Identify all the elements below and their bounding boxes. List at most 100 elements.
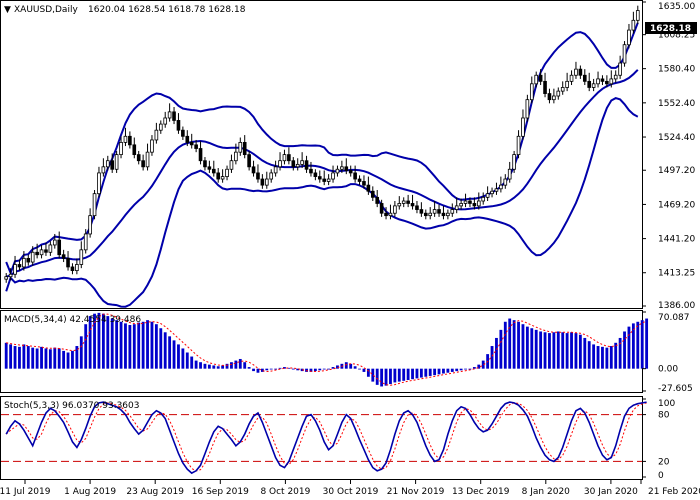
candle bbox=[512, 150, 516, 173]
macd-bar bbox=[393, 368, 397, 383]
macd-bar bbox=[128, 325, 132, 369]
candle bbox=[534, 71, 539, 88]
candle bbox=[596, 71, 600, 88]
candle bbox=[454, 197, 459, 214]
macd-bar bbox=[309, 368, 313, 372]
candle bbox=[569, 70, 574, 86]
macd-bar bbox=[499, 329, 503, 369]
macd-bar bbox=[495, 337, 498, 369]
candle bbox=[264, 171, 269, 189]
candle bbox=[242, 135, 247, 159]
macd-bar bbox=[592, 344, 596, 369]
price-tick-label: 1497.20 bbox=[658, 166, 695, 176]
candle bbox=[552, 88, 556, 104]
macd-bar bbox=[477, 364, 481, 369]
candle bbox=[92, 190, 97, 220]
macd-bar bbox=[22, 344, 26, 369]
candle bbox=[185, 130, 190, 147]
macd-bar bbox=[221, 365, 225, 369]
macd-bar bbox=[574, 333, 578, 369]
candle bbox=[251, 160, 256, 177]
macd-bar bbox=[433, 368, 437, 376]
candle bbox=[211, 160, 216, 177]
macd-bar bbox=[583, 337, 587, 369]
current-price-tag bbox=[645, 22, 697, 34]
candle bbox=[521, 109, 525, 140]
macd-bar bbox=[450, 368, 454, 372]
candle bbox=[203, 157, 207, 171]
date-tick-label: 8 Oct 2019 bbox=[260, 487, 310, 497]
macd-bar bbox=[71, 350, 74, 369]
price-tick-label: 1441.20 bbox=[658, 235, 695, 245]
macd-bar bbox=[291, 368, 295, 370]
candle bbox=[635, 5, 640, 24]
candle bbox=[176, 113, 181, 134]
macd-bar bbox=[97, 312, 101, 369]
candle bbox=[309, 161, 313, 177]
candle bbox=[198, 141, 203, 165]
macd-bar bbox=[623, 331, 626, 369]
date-tick-label: 11 Jul 2019 bbox=[0, 487, 51, 497]
candle bbox=[13, 255, 17, 278]
candle bbox=[560, 81, 565, 95]
date-tick-label: 1 Aug 2019 bbox=[64, 487, 116, 497]
macd-bar bbox=[636, 321, 640, 369]
stoch-main-line bbox=[5, 401, 647, 475]
macd-bar bbox=[313, 368, 317, 372]
date-tick-label: 21 Nov 2019 bbox=[387, 487, 445, 497]
candle bbox=[295, 158, 300, 171]
candle bbox=[340, 160, 344, 173]
macd-bar bbox=[66, 352, 70, 369]
candle bbox=[393, 201, 397, 217]
candle bbox=[331, 165, 335, 183]
candle bbox=[260, 174, 265, 189]
macd-bar bbox=[631, 323, 635, 369]
candle bbox=[220, 169, 225, 183]
macd-bar bbox=[53, 347, 57, 369]
candle bbox=[476, 192, 481, 210]
date-tick-label: 21 Feb 2020 bbox=[648, 487, 700, 497]
macd-bar bbox=[596, 346, 600, 369]
candle bbox=[313, 169, 318, 181]
macd-bar bbox=[508, 318, 512, 369]
macd-bar bbox=[561, 332, 565, 369]
candle bbox=[326, 174, 331, 186]
price-tick-label: 1635.00 bbox=[658, 2, 695, 12]
candle bbox=[370, 186, 375, 202]
candle bbox=[538, 69, 543, 86]
candle bbox=[39, 244, 44, 259]
macd-bar bbox=[428, 368, 432, 376]
candle bbox=[565, 72, 569, 92]
candle bbox=[114, 150, 119, 173]
macd-bar bbox=[203, 363, 207, 369]
candle bbox=[123, 127, 128, 147]
candle bbox=[432, 201, 437, 217]
candle bbox=[101, 158, 106, 177]
macd-tick-label: 70.087 bbox=[658, 313, 690, 323]
macd-bar bbox=[181, 348, 185, 369]
candle bbox=[543, 72, 547, 98]
stoch-tick-label: 80 bbox=[658, 411, 670, 421]
macd-bar bbox=[578, 334, 582, 369]
candle bbox=[145, 143, 150, 171]
candle bbox=[547, 88, 552, 104]
candle bbox=[48, 241, 53, 256]
candle bbox=[128, 131, 132, 149]
stoch-tick-label: 0 bbox=[658, 471, 664, 481]
macd-signal-line bbox=[6, 313, 647, 386]
macd-bar bbox=[194, 360, 198, 369]
symbol-dropdown-icon[interactable]: ▼ bbox=[4, 5, 11, 15]
macd-bar bbox=[44, 348, 48, 369]
candle bbox=[490, 187, 494, 198]
macd-bar bbox=[190, 356, 194, 369]
price-tick-label: 1580.40 bbox=[658, 65, 695, 75]
candle bbox=[207, 160, 212, 173]
candle bbox=[375, 190, 380, 208]
macd-bar bbox=[31, 347, 35, 369]
macd-bar bbox=[93, 313, 96, 369]
candle bbox=[574, 61, 578, 79]
macd-bar bbox=[570, 332, 573, 369]
candle bbox=[229, 154, 234, 173]
macd-bar bbox=[101, 313, 105, 369]
macd-bar bbox=[318, 368, 322, 371]
